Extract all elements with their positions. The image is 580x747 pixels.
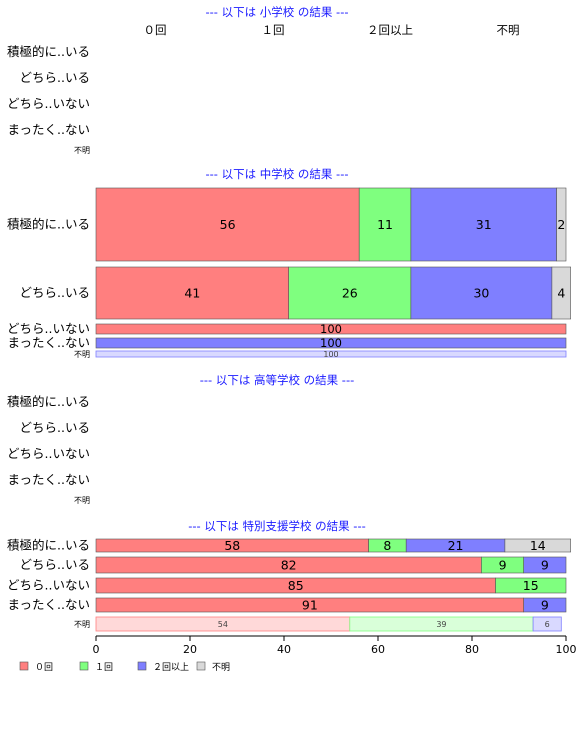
panel-4-total-value-zero: 54 (218, 620, 228, 629)
panel-4-value-label-2-two-plus: 9 (541, 558, 549, 573)
panel-2-bar-2-unknown (551, 266, 572, 320)
panel-4-bar-2-two-plus (523, 556, 567, 574)
x-tick-label-60: 60 (371, 643, 385, 656)
panel-1-row-label-4: まったく..ない (8, 122, 90, 137)
panel-3-title: --- 以下は 高等学校 の結果 --- (200, 373, 355, 387)
panel-3-row-label-1: 積極的に..いる (7, 394, 90, 409)
panel-4-title: --- 以下は 特別支援学校 の結果 --- (188, 519, 366, 533)
panel-4-bar-1-unknown (504, 538, 571, 553)
legend-label-unknown: 不明 (212, 662, 230, 673)
panel-2-bar-2-one (288, 266, 412, 320)
panel-1-title: --- 以下は 小学校 の結果 --- (205, 5, 348, 19)
panel-1-row-label-3: どちら..いない (7, 96, 90, 111)
panel-2-total-bar-two-plus (95, 350, 567, 358)
panel-4-bar-4-two-plus (523, 597, 567, 613)
legend-label-one: １回 (95, 662, 113, 673)
panel-2-value-label-2-two-plus: 30 (473, 286, 489, 301)
panel-1-header-zero: ０回 (144, 23, 167, 37)
legend-label-zero: ０回 (35, 662, 53, 673)
panel-4-row-label-3: どちら..いない (7, 578, 90, 593)
panel-2-value-label-1-zero: 56 (220, 217, 236, 232)
panel-2-value-label-2-zero: 41 (184, 286, 200, 301)
panel-2-value-label-4-two-plus: 100 (320, 336, 342, 350)
panel-3-total-label: 不明 (74, 496, 90, 505)
panel-2-bar-1-unknown (556, 187, 567, 262)
panel-2-value-label-1-two-plus: 31 (476, 217, 492, 232)
panel-3-row-label-3: どちら..いない (7, 446, 90, 461)
panel-2-value-label-2-unknown: 4 (557, 286, 565, 301)
panel-4-value-label-4-two-plus: 9 (541, 598, 549, 613)
legend-swatch-two-plus (137, 661, 147, 671)
panel-1-header-one: １回 (262, 23, 285, 37)
panel-2-bar-2-two-plus (410, 266, 553, 320)
panel-4-total-value-two-plus: 6 (545, 620, 550, 629)
panel-2-value-label-3-zero: 100 (320, 322, 342, 336)
panel-2-row-label-1: 積極的に..いる (7, 217, 90, 232)
x-tick-label-80: 80 (465, 643, 479, 656)
panel-3-row-label-4: まったく..ない (8, 472, 90, 487)
panel-2-title: --- 以下は 中学校 の結果 --- (205, 167, 348, 181)
panel-2-bar-1-zero (95, 187, 360, 262)
panel-2-row-label-4: まったく..ない (8, 335, 90, 350)
panel-4-total-label: 不明 (74, 620, 90, 629)
panel-2-total-value-two-plus: 100 (323, 350, 338, 359)
x-tick-label-100: 100 (556, 643, 577, 656)
x-tick-label-0: 0 (93, 643, 100, 656)
panel-4-total-bar-two-plus (532, 616, 562, 632)
panel-4-value-label-1-one: 8 (383, 538, 391, 553)
panel-2-value-label-2-one: 26 (342, 286, 358, 301)
panel-4-value-label-2-zero: 82 (281, 558, 297, 573)
panel-2-total-label: 不明 (74, 350, 90, 359)
panel-4-value-label-1-two-plus: 21 (448, 538, 464, 553)
panel-2-bar-1-one (358, 187, 412, 262)
panel-1-row-label-1: 積極的に..いる (7, 44, 90, 59)
panel-2-bar-4-two-plus (95, 337, 567, 349)
panel-1-header-two-plus: ２回以上 (367, 23, 413, 37)
panel-4-row-label-1: 積極的に..いる (7, 538, 90, 553)
panel-2-row-label-3: どちら..いない (7, 321, 90, 336)
panel-4-row-label-2: どちら..いる (20, 557, 90, 572)
panel-4-value-label-1-zero: 58 (224, 538, 240, 553)
panel-1-row-label-2: どちら..いる (20, 70, 90, 85)
panel-2-value-label-1-one: 11 (377, 217, 393, 232)
panel-4-value-label-4-zero: 91 (302, 598, 318, 613)
panel-4-row-label-4: まったく..ない (8, 597, 90, 612)
legend-swatch-zero (19, 661, 29, 671)
panel-4-value-label-2-one: 9 (499, 558, 507, 573)
panel-4-value-label-3-zero: 85 (288, 578, 304, 593)
panel-4-bar-3-one (495, 577, 567, 594)
legend-swatch-one (79, 661, 89, 671)
x-tick-label-20: 20 (183, 643, 197, 656)
panel-4-total-value-one: 39 (436, 620, 446, 629)
panel-4-value-label-1-unknown: 14 (530, 538, 546, 553)
panel-2-value-label-1-unknown: 2 (557, 217, 565, 232)
panel-1-total-label: 不明 (74, 146, 90, 155)
panel-3-row-label-2: どちら..いる (20, 420, 90, 435)
panel-2-bar-2-zero (95, 266, 289, 320)
panel-2-row-label-2: どちら..いる (20, 285, 90, 300)
panel-4-value-label-3-one: 15 (523, 578, 539, 593)
panel-2-bar-1-two-plus (410, 187, 557, 262)
panel-1-header-unknown: 不明 (497, 23, 520, 37)
panel-2-bar-3-zero (95, 323, 567, 335)
legend-swatch-unknown (196, 661, 206, 671)
x-tick-label-40: 40 (277, 643, 291, 656)
legend-label-two-plus: ２回以上 (153, 662, 189, 673)
